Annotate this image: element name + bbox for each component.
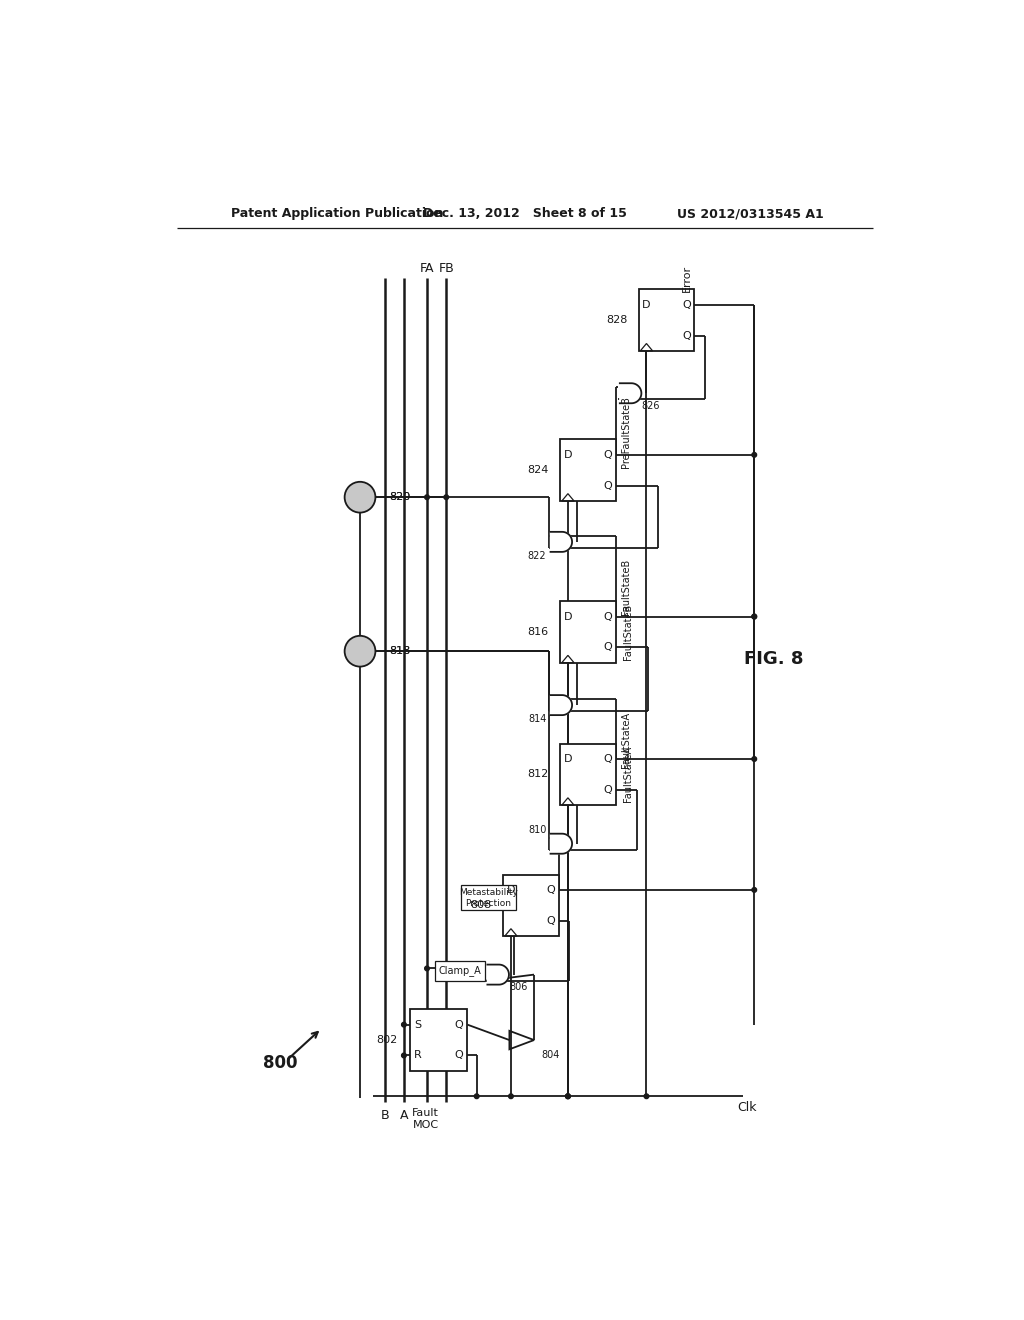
Circle shape <box>752 614 757 619</box>
Text: FaultStateB: FaultStateB <box>624 603 634 660</box>
Circle shape <box>401 1022 407 1027</box>
Text: Fault: Fault <box>412 1109 439 1118</box>
Polygon shape <box>551 532 572 552</box>
Circle shape <box>509 1094 513 1098</box>
Text: A: A <box>399 1109 409 1122</box>
Polygon shape <box>487 965 509 985</box>
Text: Protection: Protection <box>466 899 512 908</box>
Text: 800: 800 <box>263 1055 298 1072</box>
Text: R: R <box>415 1051 422 1060</box>
Circle shape <box>345 636 376 667</box>
Text: 806: 806 <box>510 982 527 991</box>
Polygon shape <box>620 383 641 404</box>
Text: Q: Q <box>603 450 612 459</box>
Circle shape <box>345 482 376 512</box>
Bar <box>410 1010 467 1071</box>
Circle shape <box>752 614 757 619</box>
Text: 824: 824 <box>527 465 549 475</box>
Circle shape <box>644 1094 649 1098</box>
Text: 826: 826 <box>642 400 660 411</box>
Circle shape <box>425 966 429 970</box>
Text: 818: 818 <box>389 647 411 656</box>
Text: Q: Q <box>682 300 691 310</box>
Circle shape <box>565 1094 570 1098</box>
Text: 812: 812 <box>527 770 549 779</box>
Text: 804: 804 <box>542 1051 560 1060</box>
Text: Clk: Clk <box>737 1101 757 1114</box>
Text: Q: Q <box>682 330 691 341</box>
Text: D: D <box>642 300 650 310</box>
Text: FB: FB <box>438 261 454 275</box>
Text: FaultStateA: FaultStateA <box>622 711 632 768</box>
Circle shape <box>444 495 449 499</box>
Text: 828: 828 <box>606 315 628 325</box>
Text: 808: 808 <box>470 900 492 911</box>
Text: FaultStateB: FaultStateB <box>622 558 632 615</box>
Bar <box>503 874 559 936</box>
Bar <box>461 886 516 909</box>
Bar <box>560 440 615 502</box>
Text: 820: 820 <box>389 492 411 502</box>
Text: 814: 814 <box>528 714 547 723</box>
Text: 816: 816 <box>527 627 549 638</box>
Text: Q: Q <box>455 1019 463 1030</box>
Text: Q: Q <box>547 916 555 925</box>
Text: 822: 822 <box>527 550 547 561</box>
Text: D: D <box>563 754 572 764</box>
Text: Clamp_A: Clamp_A <box>438 965 481 977</box>
Text: D: D <box>507 884 515 895</box>
Circle shape <box>401 1053 407 1057</box>
Text: FaultStateA: FaultStateA <box>624 746 634 803</box>
Text: 810: 810 <box>528 825 547 834</box>
Text: Q: Q <box>603 480 612 491</box>
Text: Q: Q <box>603 754 612 764</box>
Text: FA: FA <box>420 261 434 275</box>
Text: Q: Q <box>455 1051 463 1060</box>
Circle shape <box>474 1094 479 1098</box>
Circle shape <box>752 756 757 762</box>
Bar <box>639 289 694 351</box>
Text: MOC: MOC <box>413 1119 438 1130</box>
Text: D: D <box>563 611 572 622</box>
Text: US 2012/0313545 A1: US 2012/0313545 A1 <box>677 207 823 220</box>
Text: 818: 818 <box>389 647 411 656</box>
Text: 802: 802 <box>376 1035 397 1045</box>
Bar <box>560 743 615 805</box>
Circle shape <box>565 1094 570 1098</box>
Bar <box>435 961 484 981</box>
Bar <box>560 601 615 663</box>
Text: Q: Q <box>603 611 612 622</box>
Text: Q: Q <box>547 884 555 895</box>
Text: Q: Q <box>603 785 612 795</box>
Text: FIG. 8: FIG. 8 <box>743 649 803 668</box>
Text: Metastability: Metastability <box>459 888 518 896</box>
Circle shape <box>565 1094 570 1098</box>
Text: Q: Q <box>603 643 612 652</box>
Circle shape <box>752 887 757 892</box>
Polygon shape <box>551 834 572 854</box>
Circle shape <box>425 495 429 499</box>
Text: PreFaultStateB: PreFaultStateB <box>622 396 632 467</box>
Text: Patent Application Publication: Patent Application Publication <box>230 207 443 220</box>
Text: D: D <box>563 450 572 459</box>
Text: 820: 820 <box>389 492 411 502</box>
Polygon shape <box>551 696 572 715</box>
Text: Error: Error <box>682 265 691 292</box>
Text: Dec. 13, 2012   Sheet 8 of 15: Dec. 13, 2012 Sheet 8 of 15 <box>423 207 627 220</box>
Text: S: S <box>415 1019 422 1030</box>
Circle shape <box>752 453 757 457</box>
Text: B: B <box>380 1109 389 1122</box>
